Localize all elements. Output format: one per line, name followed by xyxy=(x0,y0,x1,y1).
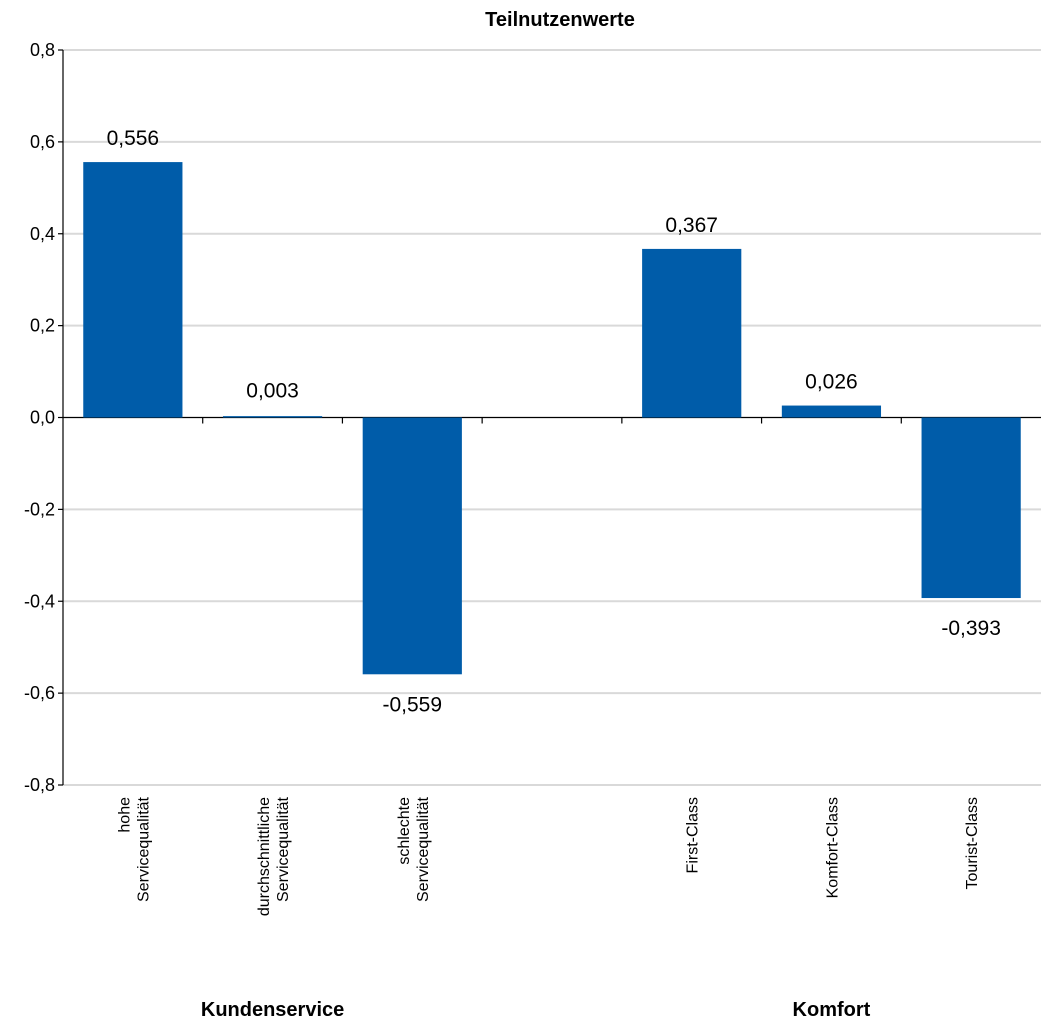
category-label-line: Servicequalität xyxy=(415,796,432,902)
group-label: Kundenservice xyxy=(201,999,344,1021)
y-tick-label: 0,4 xyxy=(30,224,55,244)
data-label: 0,026 xyxy=(805,371,858,394)
category-label-line: Tourist-Class xyxy=(964,797,981,889)
category-labels: hohe Servicequalität durchschnittliche Serv… xyxy=(116,796,981,916)
chart-title: Teilnutzenwerte xyxy=(485,9,635,31)
category-label: schlechte Servicequalität xyxy=(396,796,432,902)
y-tick-label: -0,6 xyxy=(24,683,55,703)
y-tick-label: 0,0 xyxy=(30,408,55,428)
bar xyxy=(642,248,742,418)
bar xyxy=(83,162,183,418)
category-label-line: hohe xyxy=(116,797,133,833)
bar xyxy=(222,416,323,418)
data-label: 0,367 xyxy=(665,214,718,237)
category-label: Tourist-Class xyxy=(964,797,981,889)
category-label: durchschnittliche Servicequalität xyxy=(256,796,292,916)
group-label: Komfort xyxy=(793,999,871,1021)
data-label: -0,559 xyxy=(383,693,443,716)
category-label-line: schlechte xyxy=(396,797,413,865)
y-tick-label: 0,6 xyxy=(30,132,55,152)
category-label-line: Servicequalität xyxy=(135,796,152,902)
category-label: hohe Servicequalität xyxy=(116,796,152,902)
category-label-line: durchschnittliche xyxy=(256,797,273,916)
gridlines xyxy=(63,49,1041,786)
y-tick-label: 0,8 xyxy=(30,40,55,60)
bar xyxy=(781,405,882,418)
y-tick-label: -0,2 xyxy=(24,499,55,519)
y-axis-ticks: -0,8 -0,6 -0,4 -0,2 0,0 0,2 0,4 0,6 0,8 xyxy=(24,40,55,795)
category-label: Komfort-Class xyxy=(824,797,841,898)
bar xyxy=(921,417,1021,599)
category-label-line: Servicequalität xyxy=(275,796,292,902)
data-label: -0,393 xyxy=(941,617,1001,640)
data-label: 0,556 xyxy=(107,127,160,150)
bars xyxy=(83,162,1021,675)
data-label: 0,003 xyxy=(246,380,299,403)
y-tick-label: 0,2 xyxy=(30,316,55,336)
category-label-line: First-Class xyxy=(685,797,702,873)
group-labels: Kundenservice Komfort xyxy=(201,999,871,1021)
bar xyxy=(362,417,462,675)
data-labels: 0,556 0,003 -0,559 0,367 0,026 -0,393 xyxy=(107,127,1001,716)
axes xyxy=(58,49,1041,786)
y-tick-label: -0,8 xyxy=(24,775,55,795)
y-tick-label: -0,4 xyxy=(24,591,55,611)
category-label: First-Class xyxy=(685,797,702,873)
category-label-line: Komfort-Class xyxy=(824,797,841,898)
